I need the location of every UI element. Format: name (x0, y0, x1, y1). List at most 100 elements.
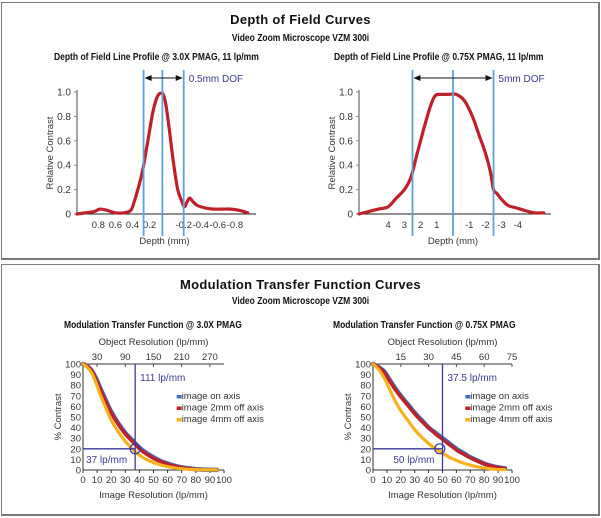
mtf3-x-tick-label: 50 (437, 475, 448, 486)
dof0-x-tick-label: 0.6 (109, 220, 122, 231)
mtf2-x-tick-label: 40 (134, 475, 145, 486)
mtf2-x-tick-label: 30 (120, 475, 131, 486)
mtf3-x-tick-label: 20 (396, 475, 407, 486)
mtf3-x-axis-label: Image Resolution (lp/mm) (388, 490, 497, 501)
dof1-x-tick-label: 1 (434, 220, 439, 231)
mtf2-x2-axis-label: Object Resolution (lp/mm) (99, 337, 209, 348)
mtf2-legend-swatch (176, 406, 182, 410)
mtf2-y-tick-label: 10 (70, 455, 81, 466)
dof1-y-tick-label: 0.4 (339, 161, 353, 172)
mtf2-y-tick-label: 0 (76, 466, 81, 477)
dof1-dof-arrowhead-left (413, 75, 421, 81)
mtf-section-subtitle: Video Zoom Microscope VZM 300i (231, 296, 370, 307)
mtf2-x-tick-label: 10 (92, 475, 103, 486)
dof1-x-tick-label: -3 (497, 220, 505, 231)
mtf3-x2-tick-label: 30 (423, 352, 434, 363)
mtf3-x-tick-label: 10 (382, 475, 393, 486)
mtf2-y-tick-label: 30 (70, 434, 81, 445)
mtf3-y-tick-label: 40 (360, 423, 371, 434)
dof1-x-tick-label: 2 (418, 220, 423, 231)
dof0-x-axis-label: Depth (mm) (139, 236, 189, 247)
mtf3-x-tick-label: 60 (451, 475, 462, 486)
mtf-chart-right-title: Modulation Transfer Function @ 0.75X PMA… (333, 320, 516, 331)
mtf2-y-tick-label: 90 (70, 370, 81, 381)
mtf3-y-tick-label: 10 (360, 455, 371, 466)
dof0-profile-curve (75, 91, 250, 216)
dof0-x-tick-label: -0.4 (193, 220, 209, 231)
mtf3-y-tick-label: 80 (360, 381, 371, 392)
dof1-y-tick-label: 1.0 (339, 88, 353, 99)
dof1-y-tick-label: 0.8 (339, 112, 353, 123)
mtf3-x-tick-label: 0 (370, 475, 375, 486)
dof0-y-tick-label: 0.2 (57, 185, 71, 196)
mtf2-x-tick-label: 50 (148, 475, 159, 486)
dof0-dof-arrowhead-left (144, 75, 152, 81)
mtf2-horizontal-annotation: 37 lp/mm (86, 455, 127, 466)
mtf2-x2-tick-label: 90 (120, 352, 131, 363)
mtf2-x-axis-label: Image Resolution (lp/mm) (99, 490, 208, 501)
mtf3-x2-tick-label: 75 (507, 352, 518, 363)
dof1-x-tick-label: -2 (481, 220, 489, 231)
mtf2-vertical-annotation: 111 lp/mm (140, 373, 185, 384)
mtf2-x-tick-label: 20 (106, 475, 117, 486)
mtf3-y-tick-label: 90 (360, 370, 371, 381)
mtf2-series-image-4mm-off-axis (81, 362, 219, 472)
dof1-x-tick-label: -4 (514, 220, 522, 231)
dof1-x-tick-label: -1 (465, 220, 473, 231)
dof1-profile-curve (357, 92, 546, 216)
mtf3-y-tick-label: 30 (360, 434, 371, 445)
dof1-dof-label: 5mm DOF (499, 74, 545, 85)
mtf2-intersection-circle (129, 443, 141, 455)
dof0-x-tick-label: 0.8 (92, 220, 105, 231)
dof-chart-right-title: Depth of Field Line Profile @ 0.75X PMAG… (334, 52, 544, 63)
mtf2-y-axis-label: % Contrast (53, 393, 64, 440)
mtf2-x2-tick-label: 210 (174, 352, 190, 363)
dof-panel (1, 2, 600, 260)
dof1-x-axis-label: Depth (mm) (428, 236, 478, 247)
mtf2-y-tick-label: 80 (70, 381, 81, 392)
dof0-x-tick-label: -0.6 (210, 220, 226, 231)
mtf2-y-tick-label: 60 (70, 402, 81, 413)
mtf2-legend-swatch (176, 417, 182, 422)
dof0-y-tick-label: 0.8 (57, 112, 71, 123)
dof0-x-tick-label: 0.4 (126, 220, 139, 231)
mtf2-x-tick-label: 80 (191, 475, 202, 486)
dof1-y-tick-label: 0.6 (339, 136, 353, 147)
mtf3-legend-label: image 2mm off axis (470, 402, 552, 413)
mtf3-y-tick-label: 70 (360, 391, 371, 402)
dof-section-subtitle: Video Zoom Microscope VZM 300i (231, 33, 370, 44)
mtf2-y-tick-label: 50 (70, 413, 81, 424)
mtf3-y-axis-label: % Contrast (343, 393, 354, 440)
dof0-dof-arrowhead-right (175, 75, 183, 81)
dof0-y-axis-label: Relative Contrast (45, 116, 56, 189)
mtf2-x-tick-label: 70 (176, 475, 187, 486)
mtf3-x-tick-label: 40 (423, 475, 434, 486)
mtf2-legend-label: image on axis (182, 391, 241, 402)
mtf2-x2-tick-label: 270 (202, 352, 218, 363)
mtf3-y-tick-label: 100 (355, 360, 371, 371)
dof0-y-tick-label: 0 (65, 210, 71, 221)
mtf3-series-image-2mm-off-axis (371, 362, 507, 471)
mtf2-y-tick-label: 70 (70, 391, 81, 402)
mtf3-y-tick-label: 50 (360, 413, 371, 424)
dof0-y-tick-label: 1.0 (57, 88, 71, 99)
mtf3-x-tick-label: 90 (493, 475, 504, 486)
dof-chart-left-title: Depth of Field Line Profile @ 3.0X PMAG,… (54, 52, 259, 63)
mtf2-x-tick-label: 0 (80, 475, 85, 486)
mtf3-y-tick-label: 60 (360, 402, 371, 413)
mtf3-intersection-circle (434, 443, 446, 455)
dof1-x-tick-label: 4 (386, 220, 391, 231)
mtf3-x2-tick-label: 15 (396, 352, 407, 363)
mtf3-x-tick-label: 30 (409, 475, 420, 486)
mtf3-y-tick-label: 0 (366, 466, 371, 477)
mtf3-legend-swatch (465, 406, 471, 410)
mtf3-vertical-annotation: 37.5 lp/mm (448, 373, 497, 384)
mtf2-x2-tick-label: 150 (146, 352, 162, 363)
dof1-y-axis-label: Relative Contrast (327, 116, 338, 189)
mtf2-y-tick-label: 100 (65, 360, 81, 371)
mtf2-y-tick-label: 40 (70, 423, 81, 434)
dof0-x-tick-label: -0.8 (227, 220, 243, 231)
dof0-dof-label: 0.5mm DOF (189, 74, 243, 85)
mtf2-legend-swatch (176, 394, 182, 399)
